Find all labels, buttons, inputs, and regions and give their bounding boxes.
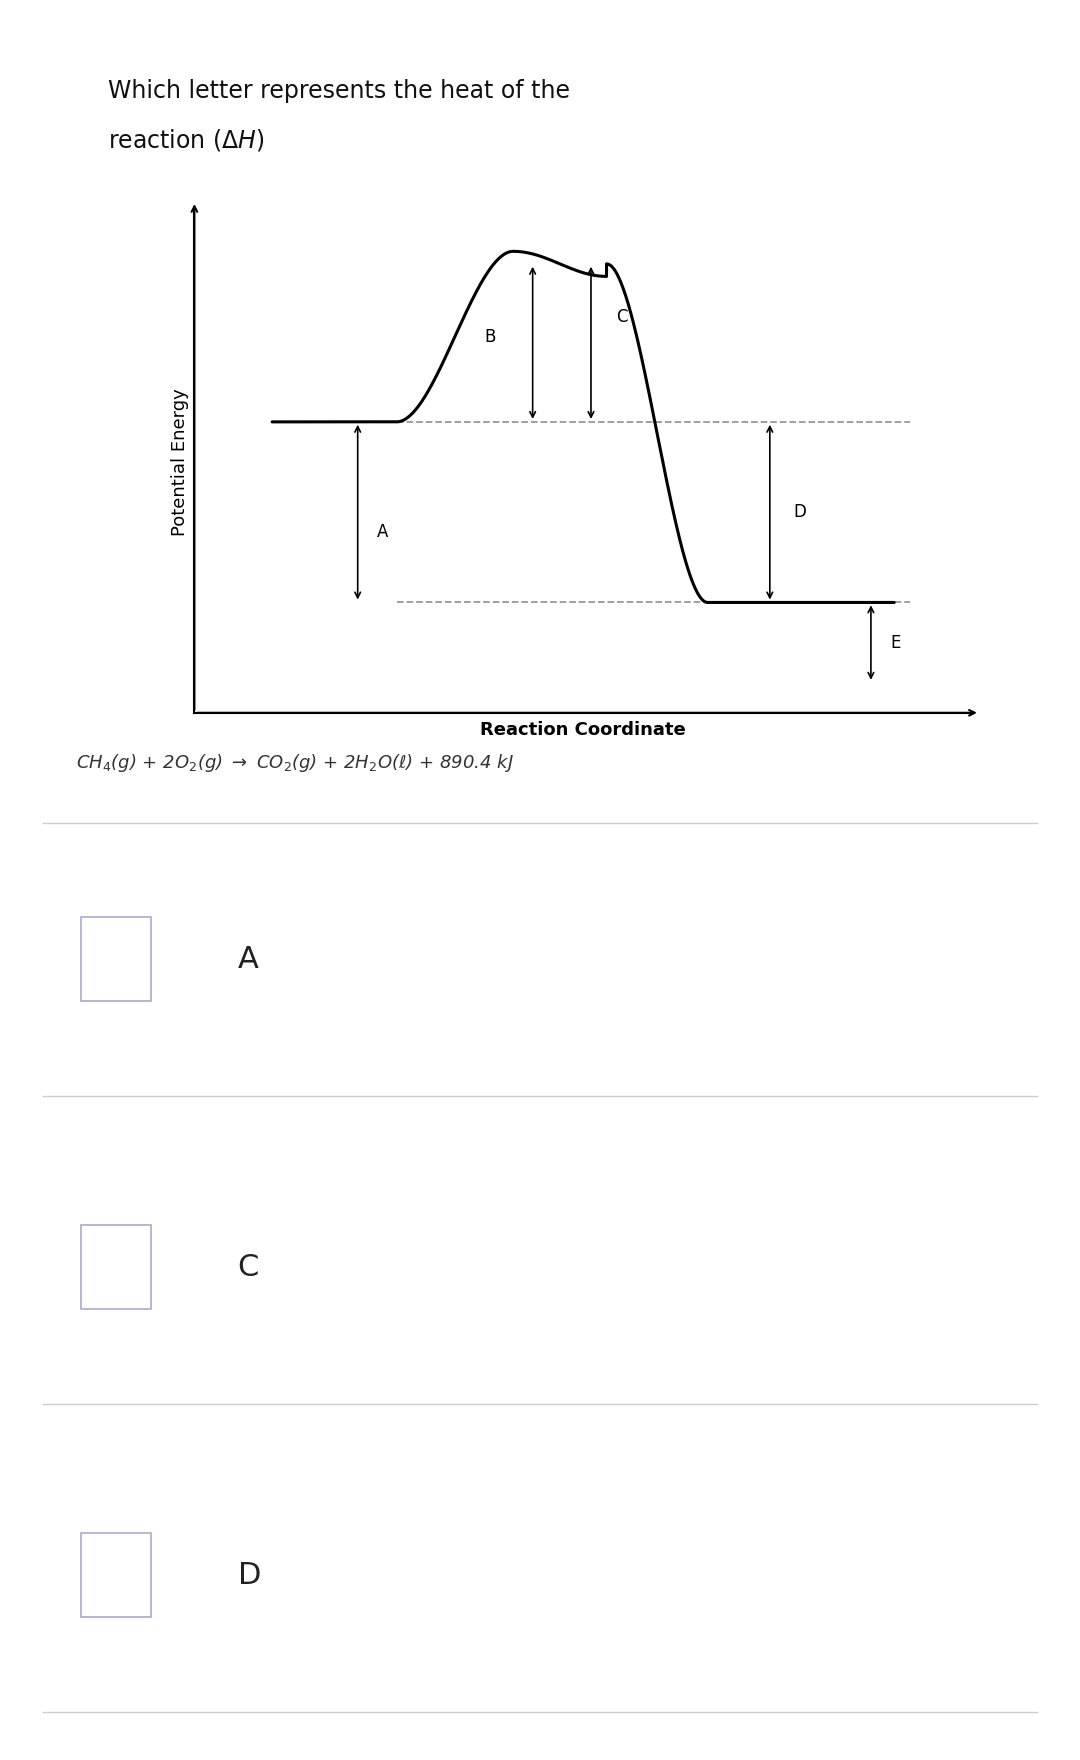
Text: A: A [238,945,258,973]
Y-axis label: Potential Energy: Potential Energy [171,389,189,535]
Text: reaction ($\Delta\mathit{H}$): reaction ($\Delta\mathit{H}$) [108,127,265,153]
Text: Which letter represents the heat of the: Which letter represents the heat of the [108,79,570,104]
Text: C: C [617,308,627,326]
Text: D: D [238,1561,261,1589]
Text: D: D [793,503,806,521]
Text: CH$_4$(g) + 2O$_2$(g) $\rightarrow$ CO$_2$(g) + 2H$_2$O($\ell$) + 890.4 kJ: CH$_4$(g) + 2O$_2$(g) $\rightarrow$ CO$_… [76,752,513,774]
Text: A: A [377,523,389,542]
Text: E: E [890,634,901,651]
Text: C: C [238,1253,259,1281]
Text: B: B [484,327,496,345]
X-axis label: Reaction Coordinate: Reaction Coordinate [481,722,686,739]
